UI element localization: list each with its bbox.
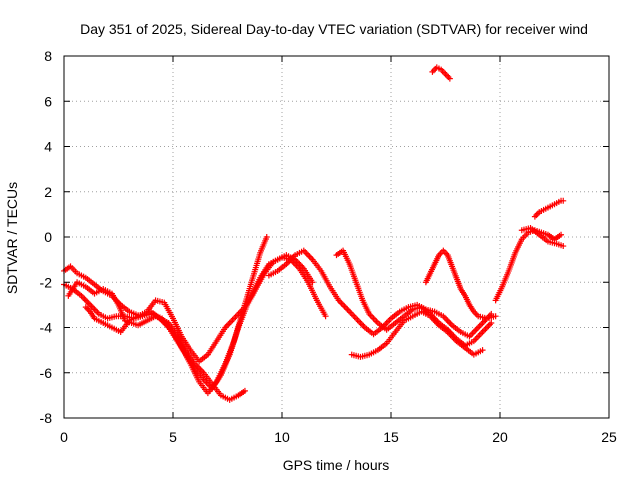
data-point xyxy=(322,313,329,320)
y-tick-label: -4 xyxy=(40,320,53,336)
series-track-j xyxy=(518,224,567,250)
data-point xyxy=(309,279,316,286)
data-point xyxy=(492,313,499,320)
y-tick-label: -8 xyxy=(40,410,53,426)
y-tick-label: 2 xyxy=(44,184,52,200)
x-tick-label: 0 xyxy=(60,429,68,445)
y-tick-label: -2 xyxy=(40,274,53,290)
y-axis-label: SDTVAR / TECUs xyxy=(4,182,20,294)
series-track-h xyxy=(422,247,499,322)
series-track-f xyxy=(333,247,495,349)
grid xyxy=(64,56,609,418)
data-point xyxy=(560,197,567,204)
chart-title: Day 351 of 2025, Sidereal Day-to-day VTE… xyxy=(80,21,588,37)
series-track-d xyxy=(82,252,316,365)
data-point xyxy=(479,347,486,354)
data-point xyxy=(488,319,495,326)
x-tick-label: 10 xyxy=(274,429,290,445)
y-tick-label: 8 xyxy=(44,48,52,64)
axes: 0 5 10 15 20 25 -8 -6 -4 -2 0 2 4 6 8 xyxy=(40,48,617,445)
y-tick-label: -6 xyxy=(40,365,53,381)
series-track-g xyxy=(348,308,486,360)
y-tick-label: 4 xyxy=(44,139,52,155)
data-point xyxy=(560,243,567,250)
x-tick-label: 20 xyxy=(492,429,508,445)
y-tick-label: 0 xyxy=(44,229,52,245)
data-point xyxy=(263,234,270,240)
data-point xyxy=(558,231,565,238)
x-axis-label: GPS time / hours xyxy=(283,457,390,473)
series-track-l xyxy=(429,64,453,82)
x-tick-label: 5 xyxy=(169,429,177,445)
y-tick-label: 6 xyxy=(44,93,52,109)
data-points xyxy=(61,64,567,403)
data-point xyxy=(241,387,248,394)
x-tick-label: 25 xyxy=(601,429,617,445)
series-track-c xyxy=(65,279,248,403)
x-tick-label: 15 xyxy=(383,429,399,445)
series-track-k xyxy=(531,197,567,220)
data-point xyxy=(446,75,453,82)
